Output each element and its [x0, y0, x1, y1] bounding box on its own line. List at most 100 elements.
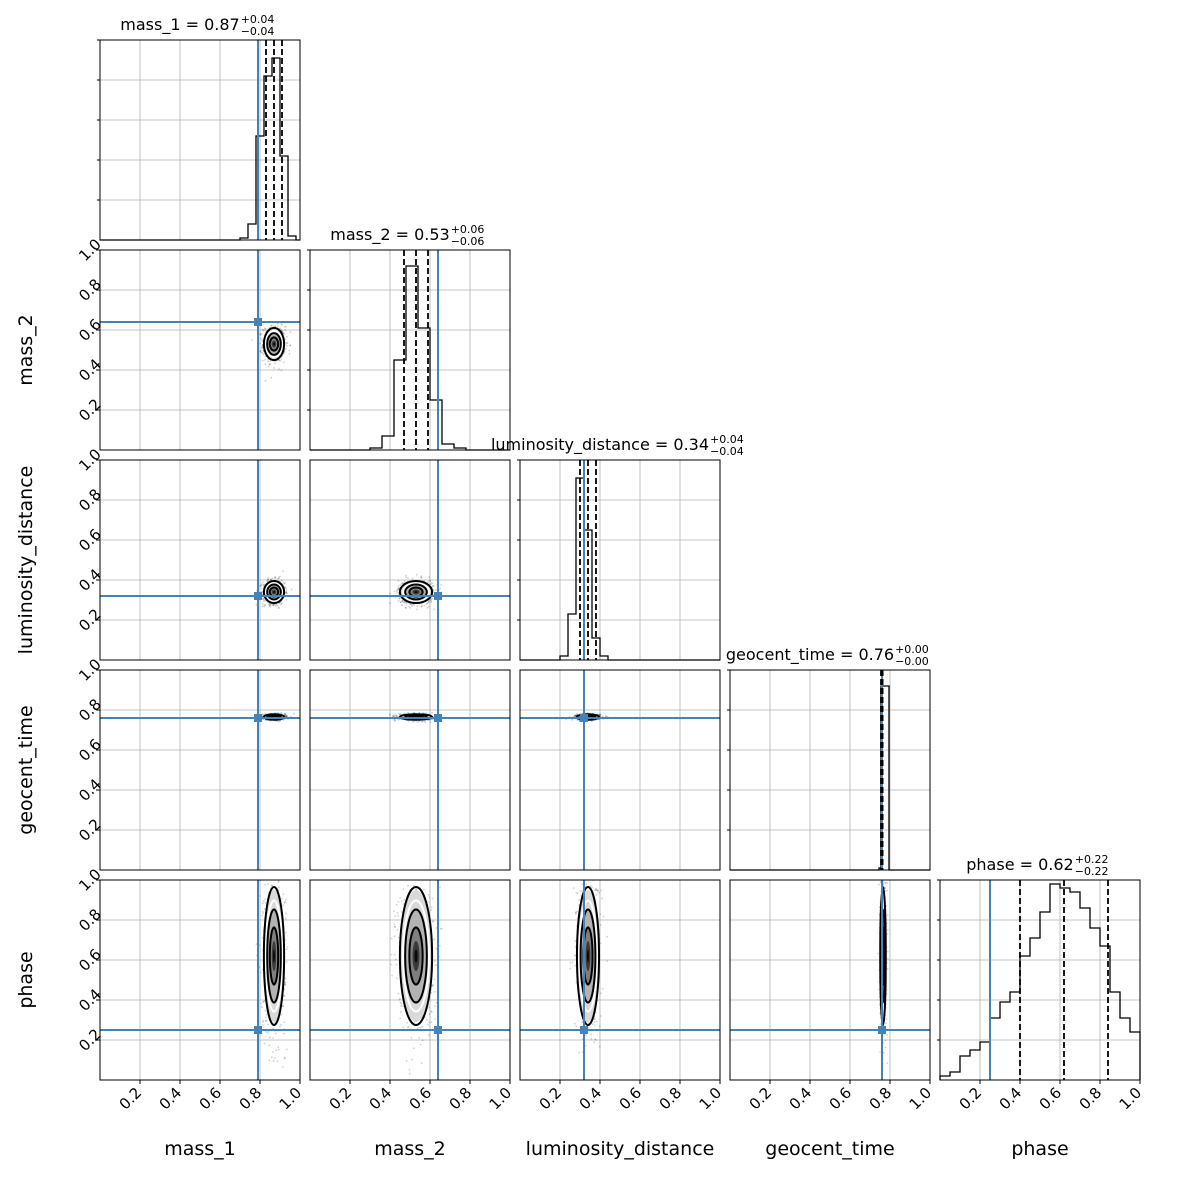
- x-tick-label: 0.2: [536, 1084, 566, 1114]
- title-geocent-time: geocent_time = 0.76: [726, 645, 894, 665]
- panel-frame: [99, 249, 301, 451]
- panel-frame: [99, 879, 301, 1081]
- contour-line: [575, 886, 601, 1026]
- title-minus-error: −0.00: [895, 655, 929, 668]
- contour-line: [579, 908, 597, 1004]
- truth-marker: [254, 318, 262, 326]
- x-tick-label: 1.0: [276, 1084, 306, 1114]
- title-minus-error: −0.22: [1075, 865, 1109, 878]
- x-axis-mass-1: 0.2 0.4 0.6 0.8 1.0 mass_1: [116, 1080, 306, 1160]
- y-axis-label-mass-2: mass_2: [15, 314, 37, 386]
- contour-line: [262, 326, 286, 362]
- title-errors: +0.00−0.00: [895, 643, 929, 668]
- density-level: [273, 590, 275, 594]
- truth-marker: [580, 714, 588, 722]
- hist-panel-luminosity-distance: luminosity_distance = 0.34 +0.04−0.04: [491, 433, 744, 661]
- title-errors: +0.06−0.06: [451, 223, 485, 248]
- contour-gap: [264, 899, 284, 1013]
- contour-line: [268, 336, 280, 352]
- joint-panel-luminosity-distance-phase: [519, 879, 721, 1081]
- panel-frame: [99, 459, 301, 661]
- title-mass-2: mass_2 = 0.53: [330, 225, 449, 245]
- title-errors: +0.22−0.22: [1075, 853, 1109, 878]
- truth-marker: [878, 1026, 886, 1034]
- panel-frame: [729, 879, 931, 1081]
- title-plus-error: +0.00: [895, 643, 929, 656]
- panel-frame: [729, 669, 931, 871]
- title-plus-error: +0.22: [1075, 853, 1109, 866]
- panel-frame: [99, 39, 301, 241]
- density-level: [586, 949, 590, 963]
- x-axis-label-geocent-time: geocent_time: [765, 1138, 894, 1160]
- title-plus-error: +0.04: [241, 13, 275, 26]
- title-luminosity-distance: luminosity_distance = 0.34: [491, 435, 709, 455]
- title-plus-error: +0.04: [710, 433, 744, 446]
- x-tick-label: 0.8: [236, 1084, 266, 1114]
- x-tick-label: 1.0: [1116, 1084, 1146, 1114]
- joint-panel-mass-2-luminosity-distance: [309, 459, 511, 661]
- panel-frame: [309, 249, 511, 451]
- panel-frame: [519, 879, 721, 1081]
- panel-frame: [519, 459, 721, 661]
- x-tick-label: 0.8: [866, 1084, 896, 1114]
- hist-panel-mass-2: mass_2 = 0.53 +0.06−0.06: [307, 223, 511, 451]
- joint-panel-luminosity-distance-geocent-time: [519, 669, 721, 871]
- panel-frame: [309, 459, 511, 661]
- y-axis-label-geocent-time: geocent_time: [15, 705, 37, 834]
- title-phase: phase = 0.62: [966, 855, 1073, 874]
- x-tick-label: 0.6: [406, 1084, 436, 1114]
- density-level: [273, 342, 275, 346]
- x-tick-label: 0.4: [366, 1084, 396, 1114]
- joint-panel-mass-2-phase: [309, 879, 511, 1081]
- density-level: [414, 590, 418, 594]
- x-tick-label: 0.4: [576, 1084, 606, 1114]
- panel-frame: [99, 669, 301, 871]
- x-tick-label: 0.4: [786, 1084, 816, 1114]
- x-tick-label: 0.6: [826, 1084, 856, 1114]
- x-axis-geocent-time: 0.2 0.4 0.6 0.8 1.0 geocent_time: [746, 1080, 935, 1160]
- truth-marker: [580, 1026, 588, 1034]
- x-axis-label-phase: phase: [1011, 1138, 1068, 1160]
- x-tick-label: 0.6: [1036, 1084, 1066, 1114]
- contour-gap: [264, 330, 284, 358]
- contour-line: [266, 583, 282, 601]
- contour-gap: [402, 582, 430, 602]
- x-tick-label: 1.0: [486, 1084, 516, 1114]
- histogram-mass-2: [310, 265, 510, 451]
- x-axis-label-mass-2: mass_2: [374, 1138, 446, 1160]
- contour-line: [268, 926, 280, 986]
- joint-panel-geocent-time-phase: [729, 879, 931, 1081]
- hist-panel-phase: phase = 0.62 +0.22−0.22: [937, 853, 1141, 1081]
- contour-line: [398, 579, 434, 605]
- title-mass-1: mass_1 = 0.87: [120, 15, 239, 35]
- x-tick-label: 0.4: [996, 1084, 1026, 1114]
- title-errors: +0.04−0.04: [241, 13, 275, 38]
- x-axis-label-luminosity-distance: luminosity_distance: [526, 1138, 715, 1160]
- truth-marker: [254, 714, 262, 722]
- histogram-phase: [939, 883, 1141, 1080]
- panel-frame: [939, 879, 1141, 1081]
- density-level: [273, 949, 275, 963]
- contour-line: [408, 926, 424, 986]
- panel-frame: [309, 669, 511, 871]
- x-axis-label-mass-1: mass_1: [164, 1138, 236, 1160]
- truth-marker: [434, 714, 442, 722]
- hist-panel-geocent-time: geocent_time = 0.76 +0.00−0.00: [726, 643, 931, 871]
- x-axis-mass-2: 0.2 0.4 0.6 0.8 1.0 mass_2: [326, 1080, 516, 1160]
- x-axis-luminosity-distance: 0.2 0.4 0.6 0.8 1.0 luminosity_distance: [526, 1080, 725, 1160]
- truth-marker: [434, 592, 442, 600]
- contour-line: [404, 908, 428, 1004]
- hist-panel-mass-1: mass_1 = 0.87 +0.04−0.04: [97, 13, 301, 241]
- title-minus-error: −0.04: [710, 445, 744, 458]
- joint-panel-mass-2-geocent-time: [309, 669, 511, 871]
- title-minus-error: −0.04: [241, 25, 275, 38]
- x-tick-label: 0.2: [326, 1084, 356, 1114]
- contour-gap: [402, 899, 430, 1013]
- truth-marker: [434, 1026, 442, 1034]
- x-tick-label: 0.4: [156, 1084, 186, 1114]
- x-tick-label: 0.6: [196, 1084, 226, 1114]
- x-tick-label: 0.8: [446, 1084, 476, 1114]
